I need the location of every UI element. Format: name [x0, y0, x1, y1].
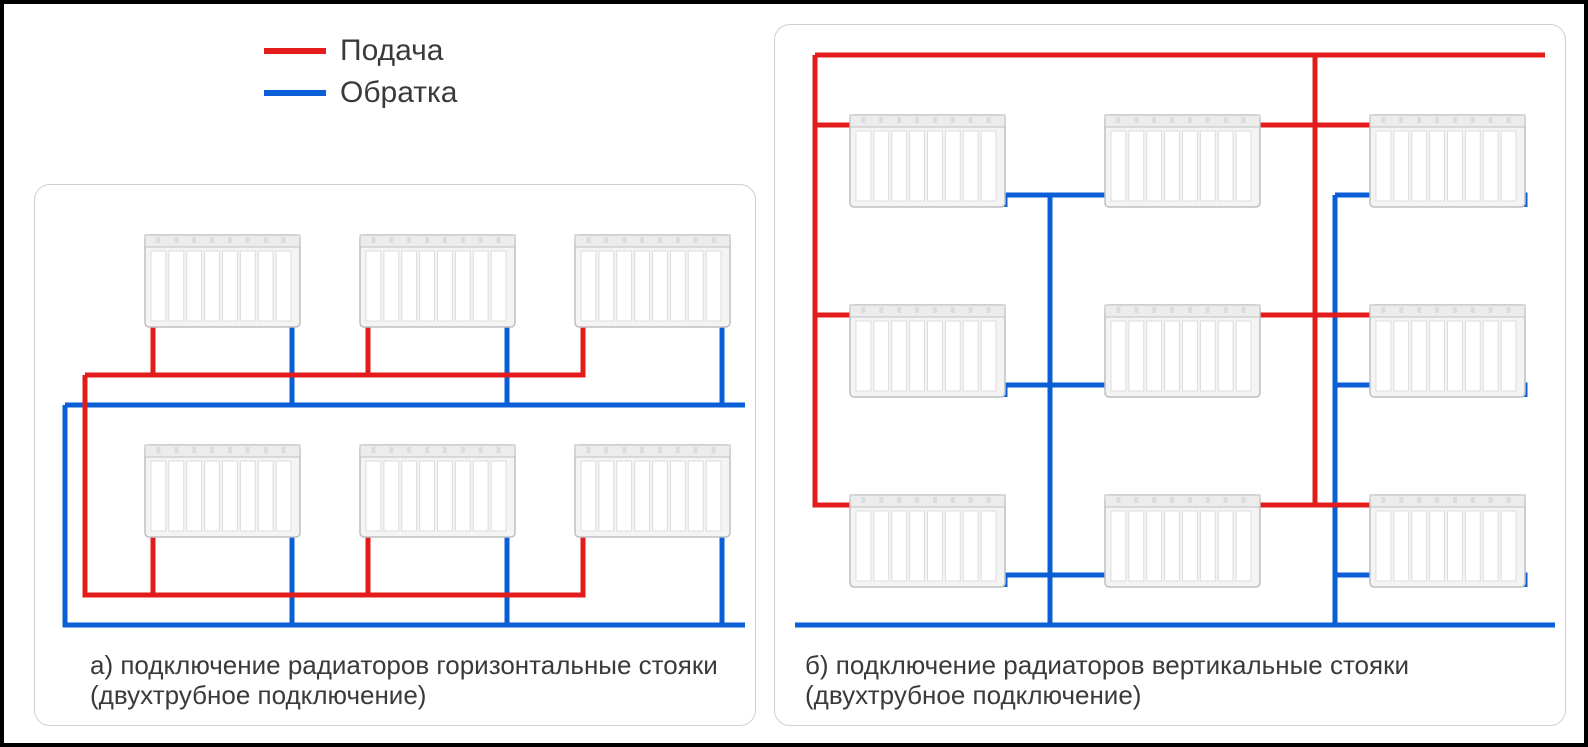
radiator-icon — [850, 495, 1005, 587]
radiator-icon — [1370, 305, 1525, 397]
legend: Подача Обратка — [264, 34, 457, 118]
caption-b: б) подключение радиаторов вертикальные с… — [805, 651, 1525, 711]
panel-horizontal: а) подключение радиаторов горизонтальные… — [34, 184, 756, 726]
radiator-icon — [850, 115, 1005, 207]
legend-item-return: Обратка — [264, 76, 457, 110]
diagram-b-svg — [775, 25, 1565, 645]
radiator-icon — [360, 235, 515, 327]
legend-swatch-return — [264, 90, 326, 96]
legend-label-supply: Подача — [340, 34, 443, 68]
radiator-icon — [575, 445, 730, 537]
radiator-icon — [1105, 495, 1260, 587]
radiator-icon — [575, 235, 730, 327]
legend-item-supply: Подача — [264, 34, 457, 68]
legend-label-return: Обратка — [340, 76, 457, 110]
radiator-icon — [1370, 495, 1525, 587]
radiator-icon — [1105, 115, 1260, 207]
diagram-frame: Подача Обратка а) подключение радиаторов… — [0, 0, 1588, 747]
caption-a: а) подключение радиаторов горизонтальные… — [90, 651, 750, 711]
radiator-icon — [145, 445, 300, 537]
radiator-icon — [1105, 305, 1260, 397]
radiator-icon — [145, 235, 300, 327]
legend-swatch-supply — [264, 48, 326, 54]
radiator-icon — [360, 445, 515, 537]
radiator-icon — [850, 305, 1005, 397]
diagram-a-svg — [35, 185, 755, 645]
panel-vertical: б) подключение радиаторов вертикальные с… — [774, 24, 1566, 726]
radiator-icon — [1370, 115, 1525, 207]
